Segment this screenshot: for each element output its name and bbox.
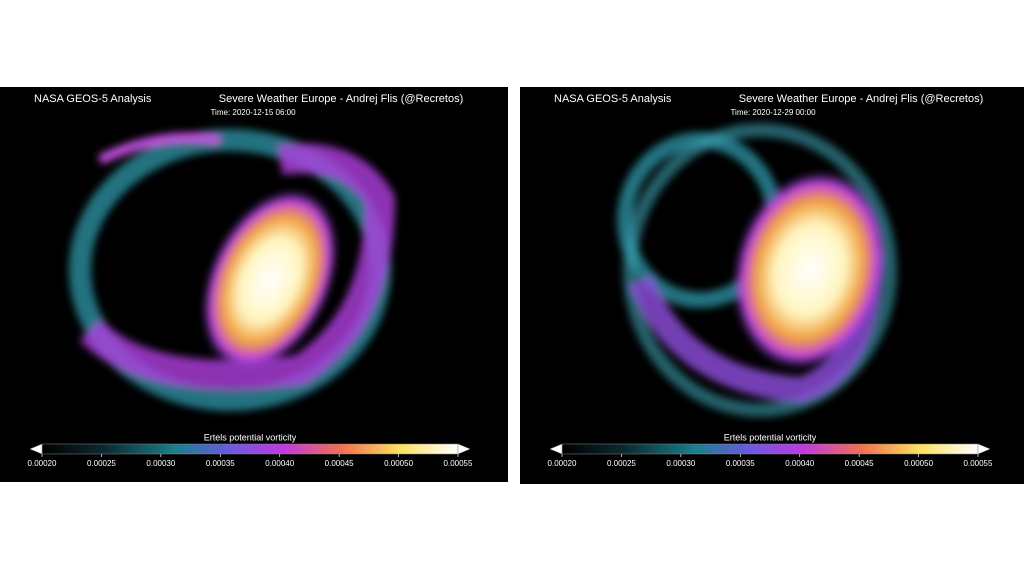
source-label: NASA GEOS-5 Analysis (34, 93, 152, 105)
colorbar-tick-label: 0.00035 (206, 459, 235, 468)
credit-label: Severe Weather Europe - Andrej Flis (@Re… (739, 93, 984, 105)
colorbar-title: Ertels potential vorticity (204, 432, 297, 442)
colorbar-tick-label: 0.00025 (607, 459, 636, 468)
colorbar-tick-label: 0.00030 (666, 459, 695, 468)
colorbar-tick-label: 0.00040 (785, 459, 814, 468)
colorbar-tick-label: 0.00035 (726, 459, 755, 468)
colorbar-tick-label: 0.00045 (845, 459, 874, 468)
colorbar-tick-label: 0.00050 (904, 459, 933, 468)
pv-field (69, 123, 897, 417)
colorbar-tick-label: 0.00045 (325, 459, 354, 468)
time-label: Time: 2020-12-29 00:00 (730, 108, 816, 117)
colorbar (41, 443, 459, 455)
colorbar-tick-label: 0.00025 (87, 459, 116, 468)
colorbar (561, 443, 979, 455)
credit-label: Severe Weather Europe - Andrej Flis (@Re… (219, 93, 464, 105)
colorbar-tick-label: 0.00020 (28, 459, 57, 468)
colorbar-arrow (29, 443, 471, 455)
source-label: NASA GEOS-5 Analysis (554, 93, 672, 105)
colorbar-tick-label: 0.00050 (384, 459, 413, 468)
colorbar-tick-label: 0.00030 (146, 459, 175, 468)
colorbar-arrow (549, 443, 991, 455)
time-label: Time: 2020-12-15 06:00 (210, 108, 296, 117)
colorbar-tick-label: 0.00020 (548, 459, 577, 468)
colorbar-title: Ertels potential vorticity (724, 432, 817, 442)
colorbar-tick-label: 0.00040 (265, 459, 294, 468)
colorbar-tick-label: 0.00055 (444, 459, 473, 468)
colorbar-tick-label: 0.00055 (964, 459, 993, 468)
